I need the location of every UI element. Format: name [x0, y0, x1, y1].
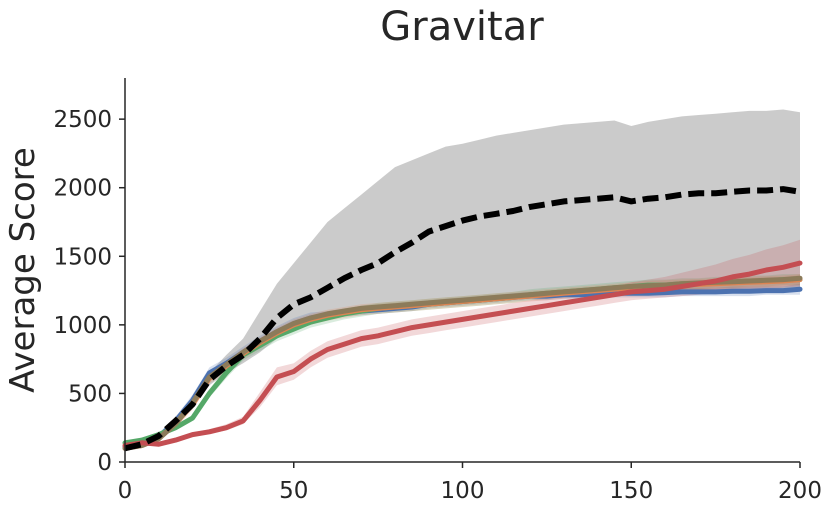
x-ticks: 0 50 100 150 200	[118, 462, 822, 504]
y-tick-label: 2000	[53, 176, 112, 202]
y-tick-label: 1500	[53, 244, 112, 270]
x-tick-label: 150	[609, 478, 653, 504]
x-tick-label: 0	[118, 478, 133, 504]
y-tick-label: 0	[97, 450, 112, 476]
confidence-bands	[125, 109, 800, 450]
y-axis-label: Average Score	[3, 147, 43, 393]
y-tick-label: 2500	[53, 107, 112, 133]
series-lines	[122, 186, 803, 452]
chart-title: Gravitar	[380, 4, 544, 50]
y-ticks: 0 500 1000 1500 2000 2500	[53, 107, 125, 476]
x-tick-label: 100	[441, 478, 485, 504]
y-tick-label: 1000	[53, 313, 112, 339]
series-0-line	[124, 186, 801, 452]
y-tick-label: 500	[68, 381, 112, 407]
series-0-band	[125, 109, 800, 449]
series-4-line	[122, 260, 803, 448]
x-tick-label: 200	[778, 478, 822, 504]
x-tick-label: 50	[279, 478, 308, 504]
